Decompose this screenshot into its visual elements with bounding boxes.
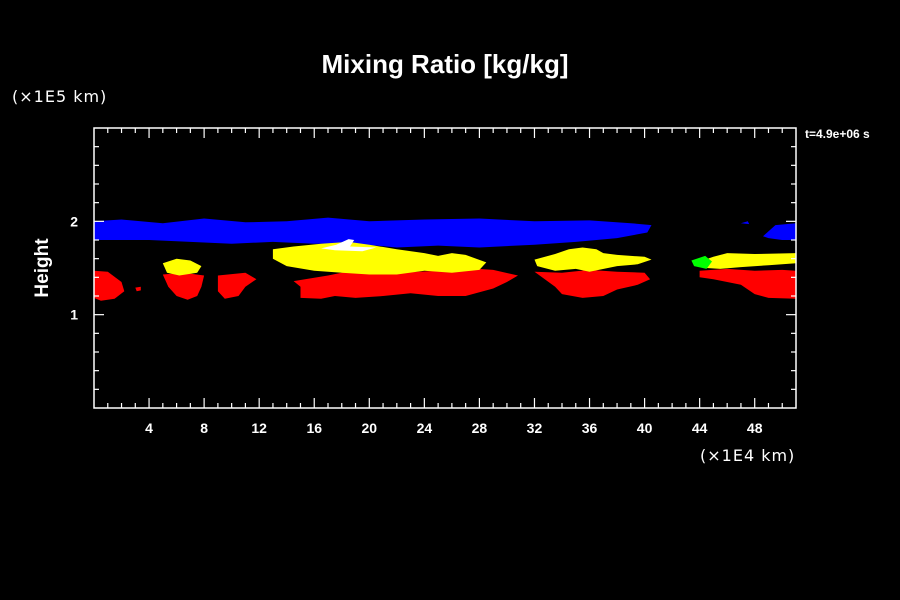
y-tick-label: 2 xyxy=(70,213,78,229)
white-peak xyxy=(321,239,377,252)
x-tick-label: 4 xyxy=(145,420,153,436)
red-left-2 xyxy=(162,272,205,300)
plot-frame xyxy=(93,127,797,409)
red-center xyxy=(293,268,518,299)
green-right xyxy=(691,255,712,269)
red-left-1 xyxy=(94,270,125,301)
red-left-3 xyxy=(217,272,257,299)
x-tick-label: 12 xyxy=(251,420,267,436)
time-label: t=4.9e+06 s xyxy=(805,127,870,141)
chart-title: Mixing Ratio [kg/kg] xyxy=(322,49,569,79)
yellow-center xyxy=(272,241,487,275)
x-axis-unit: (×1E4 km) xyxy=(700,446,795,465)
blue-layer-right xyxy=(763,223,796,240)
x-tick-label: 16 xyxy=(306,420,322,436)
x-tick-label: 20 xyxy=(362,420,378,436)
blue-speck xyxy=(740,221,750,225)
y-axis-label: Height xyxy=(32,238,53,298)
axis-ticks xyxy=(94,128,796,408)
red-right-center xyxy=(534,269,651,298)
yellow-right-center xyxy=(534,247,652,272)
x-tick-label: 36 xyxy=(582,420,598,436)
x-tick-label: 44 xyxy=(692,420,708,436)
field-regions xyxy=(94,217,796,301)
x-tick-label: 28 xyxy=(472,420,488,436)
x-tick-label: 8 xyxy=(200,420,208,436)
yellow-right xyxy=(699,253,796,269)
x-tick-label: 32 xyxy=(527,420,543,436)
x-tick-label: 40 xyxy=(637,420,653,436)
x-tick-label: 48 xyxy=(747,420,763,436)
red-left-speck xyxy=(135,286,141,292)
y-axis-unit: (×1E5 km) xyxy=(12,87,107,106)
yellow-left xyxy=(162,258,202,276)
y-tick-label: 1 xyxy=(70,307,78,323)
x-tick-label: 24 xyxy=(417,420,433,436)
red-right xyxy=(699,268,796,299)
blue-layer-main xyxy=(94,217,652,248)
